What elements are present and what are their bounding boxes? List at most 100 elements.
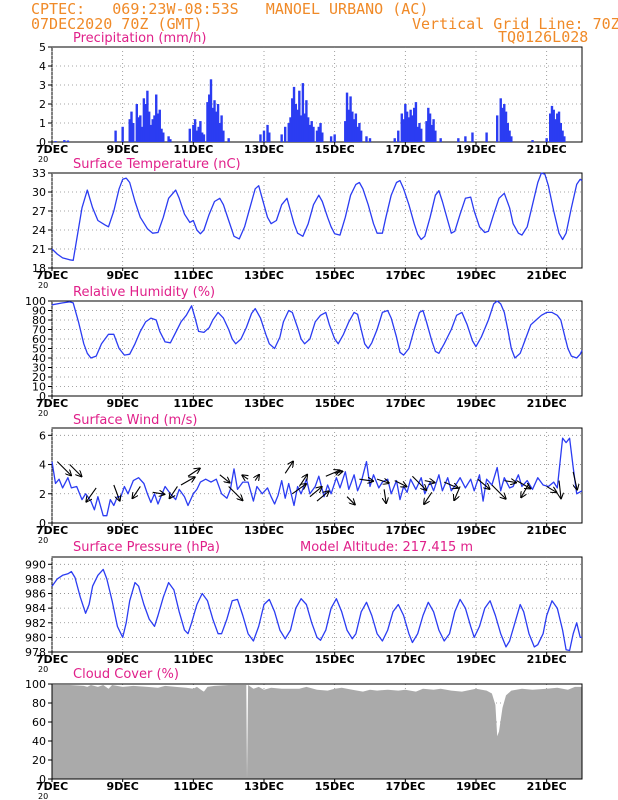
precip-bar (503, 104, 506, 142)
rh-xtick-label: 7DEC (36, 397, 68, 410)
panel-cloud: Cloud Cover (%) 0 20 40 60 80 100 7DEC 9DEC 11DE… (25, 667, 583, 800)
wind-xtick-label: 11DEC (173, 524, 213, 537)
pressure-title: Surface Pressure (hPa) (73, 540, 220, 555)
precip-bar (158, 109, 161, 142)
precip-bar (427, 107, 430, 142)
wind-xtick-label: 17DEC (385, 524, 425, 537)
precip-bar (545, 138, 548, 142)
wind-vector (187, 468, 200, 477)
rh-ytick-label: 10 (32, 381, 46, 394)
precip-bar (345, 92, 349, 142)
precip-bar (404, 104, 407, 142)
rh-ytick-label: 100 (25, 295, 46, 308)
precip-bar (132, 123, 135, 142)
panel-temp: Surface Temperature (nC) 18 21 24 27 30 33 7DE… (32, 157, 583, 290)
temp-line (51, 172, 583, 262)
pressure-ytick-label: 984 (25, 602, 46, 615)
rh-line (51, 300, 583, 359)
pressure-xtick-label: 13DEC (244, 653, 284, 666)
precip-bar (352, 119, 356, 142)
cloud-ytick-label: 60 (32, 716, 46, 729)
wind-vector (113, 484, 120, 501)
precip-bar (298, 90, 301, 142)
precip-bar (66, 140, 70, 142)
temp-xtick-label: 17DEC (385, 269, 425, 282)
wind-vector (284, 461, 293, 474)
cloud-xtick-label: 19DEC (456, 780, 496, 793)
header-station: CPTEC: 069:23W-08:53S MANOEL URBANO (AC) (31, 0, 429, 18)
precip-bar (412, 107, 416, 142)
temp-xtick-label: 21DEC (527, 269, 567, 282)
pressure-ytick-label: 986 (25, 588, 46, 601)
precip-bar (317, 126, 320, 142)
precip-bar (561, 130, 564, 142)
precip-bar (216, 104, 220, 142)
precip-bar (347, 109, 350, 142)
precip-bar (63, 140, 66, 142)
precip-bar (289, 117, 292, 142)
wind-xtick-label: 13DEC (244, 524, 284, 537)
cloud-ytick-label: 100 (25, 678, 46, 691)
pressure-ytick-label: 978 (25, 646, 46, 659)
pressure-ytick-label: 980 (25, 631, 46, 644)
wind-xtick-label: 19DEC (456, 524, 496, 537)
cloud-ytick-label: 20 (32, 754, 46, 767)
precip-bar (169, 139, 172, 142)
wind-ytick-label: 4 (39, 459, 46, 472)
precip-bar (496, 115, 499, 142)
precip-xtick-label: 9DEC (106, 143, 138, 156)
precip-bar (400, 113, 403, 142)
precip-bar (292, 86, 296, 142)
wind-vector (69, 464, 82, 477)
wind-vector (376, 479, 389, 483)
precip-bar (303, 113, 306, 142)
pressure-xtick-label: 21DEC (527, 653, 567, 666)
pressure-xtick-label: 15DEC (315, 653, 355, 666)
precip-ytick-label: 0 (39, 136, 46, 149)
wind-xtick-label: 9DEC (106, 524, 138, 537)
wind-title: Surface Wind (m/s) (73, 413, 197, 428)
precip-bar (130, 111, 133, 142)
precip-bar (206, 102, 209, 142)
wind-vector (180, 477, 195, 486)
precip-bar (193, 119, 197, 142)
precip-bar (259, 134, 262, 142)
cloud-area (52, 685, 582, 779)
precip-bar (356, 126, 359, 142)
precip-bar (549, 113, 552, 142)
cloud-year-stub: 20 (38, 792, 48, 800)
header-date: 07DEC2020 70Z (GMT) (31, 15, 203, 33)
rh-ytick-label: 80 (32, 314, 46, 327)
precip-bar (222, 130, 225, 142)
cloud-xtick-label: 11DEC (173, 780, 213, 793)
precip-bar (156, 113, 160, 142)
precip-bar (149, 124, 153, 142)
temp-xtick-label: 15DEC (315, 269, 355, 282)
wind-vector (384, 489, 386, 503)
cloud-xtick-label: 15DEC (315, 780, 355, 793)
wind-vector (572, 471, 577, 490)
wind-vector (86, 487, 97, 502)
rh-xtick-label: 9DEC (106, 397, 138, 410)
precip-bar (506, 123, 509, 142)
rh-ytick-label: 70 (32, 324, 46, 337)
rh-ytick-label: 20 (32, 371, 46, 384)
wind-vector (521, 483, 530, 498)
precip-bar (315, 130, 319, 142)
temp-ytick-label: 33 (32, 167, 46, 180)
precip-bar (420, 128, 423, 142)
precip-bar (218, 123, 222, 142)
precip-bar (151, 119, 154, 142)
temp-xtick-label: 11DEC (173, 269, 213, 282)
precip-bar (296, 109, 299, 142)
precip-bar (202, 134, 206, 142)
precip-bar (365, 136, 368, 142)
precip-ytick-label: 1 (39, 117, 46, 130)
cloud-xtick-label: 7DEC (36, 780, 68, 793)
precip-bar (268, 132, 271, 142)
wind-vector (424, 481, 435, 483)
rh-xtick-label: 15DEC (315, 397, 355, 410)
precip-bar (215, 111, 218, 142)
precip-bar (557, 111, 561, 142)
